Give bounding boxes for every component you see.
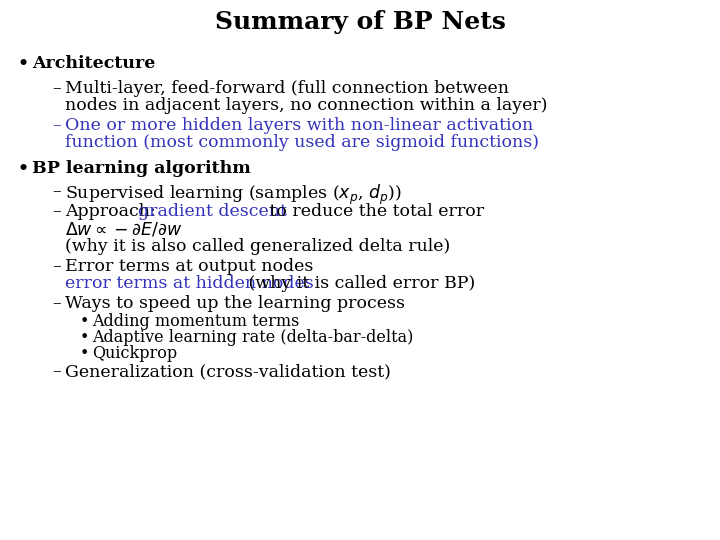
- Text: –: –: [52, 183, 60, 200]
- Text: Adding momentum terms: Adding momentum terms: [92, 313, 300, 330]
- Text: Error terms at output nodes: Error terms at output nodes: [65, 258, 313, 275]
- Text: Adaptive learning rate (delta-bar-delta): Adaptive learning rate (delta-bar-delta): [92, 329, 413, 346]
- Text: Summary of BP Nets: Summary of BP Nets: [215, 10, 505, 34]
- Text: –: –: [52, 363, 60, 380]
- Text: Architecture: Architecture: [32, 55, 156, 72]
- Text: –: –: [52, 295, 60, 312]
- Text: Ways to speed up the learning process: Ways to speed up the learning process: [65, 295, 405, 312]
- Text: $\Delta w \propto -\partial E/\partial w$: $\Delta w \propto -\partial E/\partial w…: [65, 221, 183, 239]
- Text: •: •: [80, 313, 89, 330]
- Text: •: •: [80, 329, 89, 346]
- Text: Quickprop: Quickprop: [92, 345, 177, 362]
- Text: (why it is called error BP): (why it is called error BP): [243, 275, 475, 292]
- Text: –: –: [52, 203, 60, 220]
- Text: •: •: [18, 55, 29, 72]
- Text: –: –: [52, 258, 60, 275]
- Text: •: •: [18, 160, 29, 177]
- Text: function (most commonly used are sigmoid functions): function (most commonly used are sigmoid…: [65, 134, 539, 151]
- Text: Approach:: Approach:: [65, 203, 161, 220]
- Text: to reduce the total error: to reduce the total error: [264, 203, 484, 220]
- Text: One or more hidden layers with non-linear activation: One or more hidden layers with non-linea…: [65, 117, 534, 134]
- Text: –: –: [52, 117, 60, 134]
- Text: •: •: [80, 345, 89, 362]
- Text: Supervised learning (samples ($x_p$, $d_p$)): Supervised learning (samples ($x_p$, $d_…: [65, 183, 402, 207]
- Text: error terms at hidden nodes: error terms at hidden nodes: [65, 275, 314, 292]
- Text: BP learning algorithm: BP learning algorithm: [32, 160, 251, 177]
- Text: gradient descent: gradient descent: [138, 203, 287, 220]
- Text: nodes in adjacent layers, no connection within a layer): nodes in adjacent layers, no connection …: [65, 97, 547, 114]
- Text: (why it is also called generalized delta rule): (why it is also called generalized delta…: [65, 238, 450, 255]
- Text: Multi-layer, feed-forward (full connection between: Multi-layer, feed-forward (full connecti…: [65, 80, 509, 97]
- Text: –: –: [52, 80, 60, 97]
- Text: Generalization (cross-validation test): Generalization (cross-validation test): [65, 363, 391, 380]
